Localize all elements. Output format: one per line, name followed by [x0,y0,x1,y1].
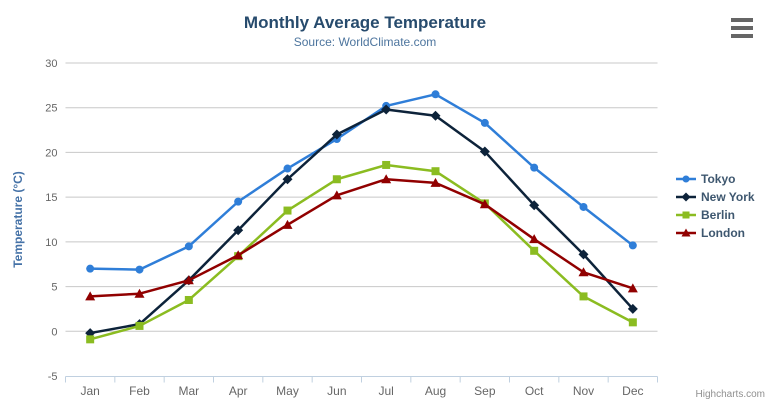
legend-item-label: Tokyo [701,172,736,186]
marker-london [430,177,441,187]
marker-new-york [430,110,441,121]
marker-london [183,275,194,285]
legend-item-label: New York [701,190,755,204]
marker-new-york [233,225,244,236]
marker-london [627,283,638,293]
x-axis-label: Jan [80,384,99,398]
marker-berlin [530,246,539,255]
new-york-legend-marker [676,192,696,202]
y-axis-label: 0 [51,326,57,338]
legend-item-label: Berlin [701,208,736,222]
y-axis-label: 10 [45,237,57,249]
marker-tokyo [579,202,588,211]
marker-new-york [627,303,638,314]
y-axis-title: Temperature (°C) [11,171,25,268]
x-axis-label: Jun [327,384,346,398]
marker-berlin [628,318,637,327]
london-legend-marker [676,228,696,237]
x-axis-label: Oct [525,384,544,398]
marker-new-york [282,174,293,185]
x-axis-label: Aug [425,384,446,398]
legend-item-london[interactable]: London [676,224,755,242]
hamburger-icon [731,18,753,22]
x-axis-label: Sep [474,384,496,398]
marker-london [331,190,342,200]
y-axis-label: -5 [48,371,58,383]
marker-new-york [331,129,342,140]
marker-tokyo [628,241,637,250]
y-axis-label: 5 [51,282,57,294]
marker-london [578,267,589,277]
series-line-new-york [88,108,635,335]
berlin-legend-marker [676,211,696,219]
marker-london [479,199,490,209]
marker-berlin [135,321,144,330]
series-line-berlin [88,163,635,341]
hamburger-icon [731,34,753,38]
x-axis-label: Nov [573,384,594,398]
chart-title: Monthly Average Temperature [243,13,487,32]
marker-london [529,234,540,244]
marker-new-york [578,249,589,260]
y-axis-label: 15 [45,192,57,204]
x-axis-label: May [276,384,299,398]
marker-tokyo [86,264,95,273]
legend-item-berlin[interactable]: Berlin [676,206,755,224]
legend-item-label: London [701,226,745,240]
marker-berlin [579,292,588,301]
y-axis-label: 20 [45,147,57,159]
marker-london [134,288,145,298]
x-axis-label: Dec [622,384,643,398]
marker-tokyo [234,197,243,206]
marker-berlin [86,335,95,344]
x-axis-label: Feb [129,384,150,398]
marker-new-york [529,200,540,211]
marker-tokyo [283,164,292,173]
marker-berlin [382,160,391,169]
series-line-tokyo [88,93,635,271]
marker-berlin [283,206,292,215]
x-axis-label: Jul [378,384,393,398]
marker-tokyo [184,242,193,251]
export-menu-button[interactable] [731,18,753,38]
marker-berlin [431,167,440,176]
legend-item-new-york[interactable]: New York [676,188,755,206]
x-axis-label: Apr [229,384,248,398]
series-line-london [88,178,635,298]
marker-berlin [184,295,193,304]
marker-london [233,250,244,260]
marker-new-york [479,146,490,157]
legend-item-tokyo[interactable]: Tokyo [676,170,755,188]
tokyo-legend-marker [676,175,696,183]
x-axis-label: Mar [178,384,199,398]
hamburger-icon [731,26,753,30]
legend: Tokyo New York Berlin London [676,170,755,242]
y-axis-label: 30 [45,58,57,70]
chart-subtitle: Source: WorldClimate.com [293,35,437,49]
marker-london [85,291,96,301]
marker-tokyo [431,90,440,99]
marker-new-york [381,104,392,115]
marker-tokyo [530,163,539,172]
marker-berlin [332,175,341,184]
credits-link[interactable]: Highcharts.com [695,389,765,400]
marker-tokyo [135,265,144,274]
marker-tokyo [480,118,489,127]
marker-london [381,174,392,184]
marker-london [282,219,293,229]
y-axis-label: 25 [45,103,57,115]
